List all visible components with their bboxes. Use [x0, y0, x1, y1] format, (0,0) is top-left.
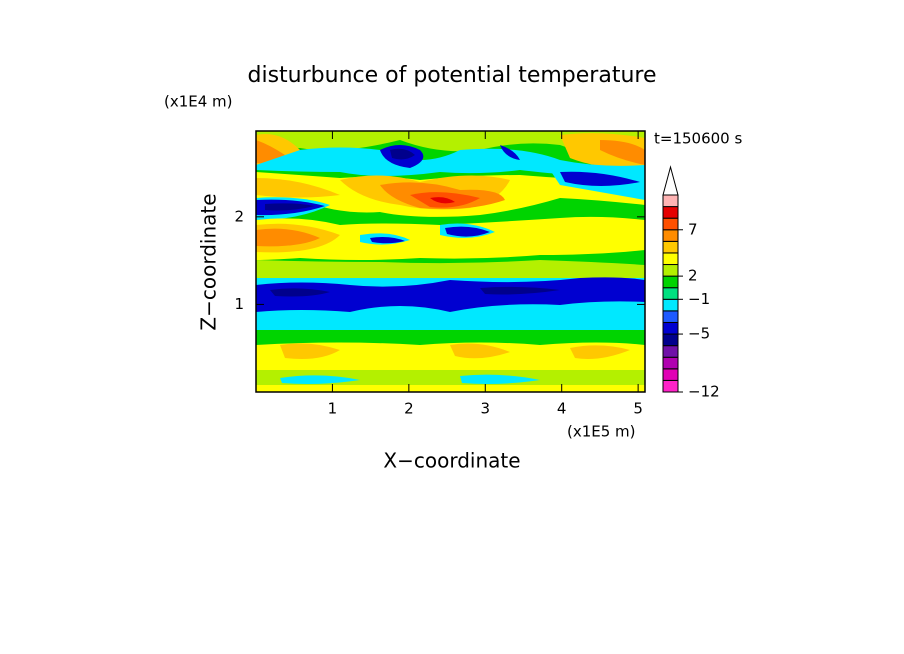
colorbar-box: [662, 310, 679, 323]
colorbar-box: [662, 217, 679, 231]
x-tick-label: 4: [557, 400, 567, 418]
x-tick-label: 1: [328, 400, 338, 418]
x-tick-label: 5: [633, 400, 643, 418]
contour-field: [256, 131, 645, 392]
plot-frame: [255, 130, 646, 393]
colorbar-box: [662, 321, 679, 335]
colorbar-box: [662, 298, 679, 312]
x-axis-label: X−coordinate: [383, 449, 520, 473]
colorbar-tick-label: −12: [688, 383, 720, 401]
colorbar-box: [662, 287, 679, 300]
colorbar-box: [662, 345, 679, 358]
x-tick-label: 3: [480, 400, 490, 418]
y-unit: (x1E4 m): [164, 93, 233, 111]
colorbar-box: [662, 333, 679, 347]
colorbar-extend: [662, 165, 679, 196]
y-tick-label: 2: [234, 207, 244, 225]
colorbar-tick-label: 2: [688, 267, 698, 285]
colorbar-box: [662, 240, 679, 254]
colorbar-box: [662, 229, 679, 242]
colorbar-box: [662, 206, 679, 219]
colorbar-box: [662, 252, 679, 266]
colorbar-box: [662, 264, 679, 277]
x-tick-label: 2: [404, 400, 414, 418]
time-label: t=150600 s: [654, 130, 742, 148]
chart-title: disturbunce of potential temperature: [248, 63, 657, 88]
y-tick-label: 1: [234, 295, 244, 313]
colorbar-box: [662, 356, 679, 370]
colorbar-box: [662, 368, 679, 381]
colorbar-box: [662, 275, 679, 289]
colorbar-tick-label: 7: [688, 220, 698, 238]
colorbar-tick-label: −1: [688, 290, 710, 308]
colorbar-tick-label: −5: [688, 325, 710, 343]
y-axis-label: Z−coordinate: [197, 193, 221, 330]
x-unit: (x1E5 m): [567, 423, 636, 441]
colorbar-box: [662, 194, 679, 208]
colorbar-box: [662, 379, 679, 393]
